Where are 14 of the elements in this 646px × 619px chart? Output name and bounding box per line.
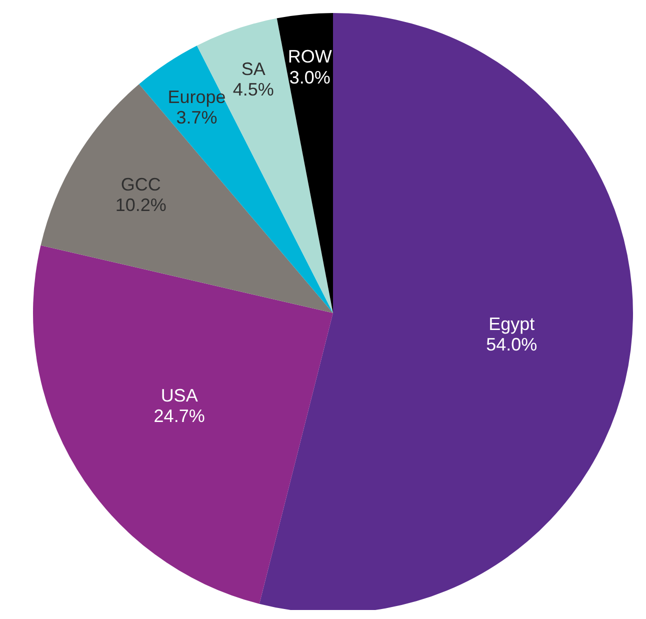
data-label: 54.0% <box>486 334 538 355</box>
slice-label: Egypt <box>488 314 535 334</box>
data-label: 3.0% <box>289 67 330 88</box>
slice-label: USA <box>160 385 198 406</box>
pie-slice <box>40 84 333 313</box>
data-label: 3.7% <box>176 107 218 128</box>
data-label: 4.5% <box>232 80 274 100</box>
data-label: 24.7% <box>154 406 205 426</box>
slice-label: ROW <box>288 46 332 67</box>
slice-label: SA <box>241 58 266 79</box>
slice-label: GCC <box>120 174 161 194</box>
data-label: 10.2% <box>115 195 166 216</box>
pie-slice <box>276 13 333 313</box>
slice-label: Europe <box>168 86 226 107</box>
